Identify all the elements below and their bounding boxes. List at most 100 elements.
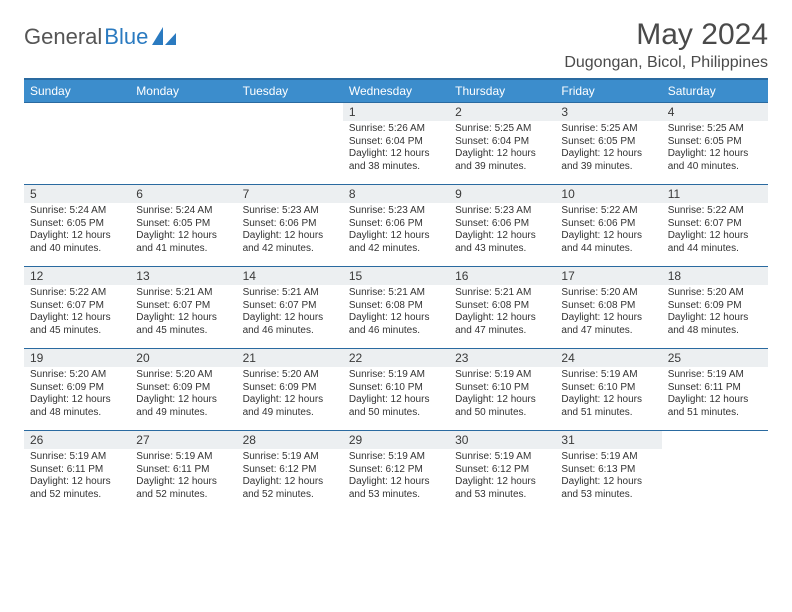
calendar-day-cell: 29Sunrise: 5:19 AMSunset: 6:12 PMDayligh… [343,431,449,513]
location-subtitle: Dugongan, Bicol, Philippines [564,54,768,72]
calendar-day-cell: 8Sunrise: 5:23 AMSunset: 6:06 PMDaylight… [343,185,449,267]
day-info: Sunrise: 5:19 AMSunset: 6:13 PMDaylight:… [555,449,661,505]
day-number: 16 [449,267,555,285]
day-info: Sunrise: 5:19 AMSunset: 6:11 PMDaylight:… [130,449,236,505]
daylight-line: Daylight: 12 hours and 50 minutes. [455,394,549,419]
daylight-line: Daylight: 12 hours and 52 minutes. [30,476,124,501]
calendar-day-cell: 18Sunrise: 5:20 AMSunset: 6:09 PMDayligh… [662,267,768,349]
calendar-day-cell: 28Sunrise: 5:19 AMSunset: 6:12 PMDayligh… [237,431,343,513]
sunrise-line: Sunrise: 5:21 AM [349,287,443,300]
calendar-day-cell: 3Sunrise: 5:25 AMSunset: 6:05 PMDaylight… [555,103,661,185]
calendar-day-cell: 12Sunrise: 5:22 AMSunset: 6:07 PMDayligh… [24,267,130,349]
sunrise-line: Sunrise: 5:19 AM [136,451,230,464]
sunrise-line: Sunrise: 5:23 AM [455,205,549,218]
sunrise-line: Sunrise: 5:22 AM [30,287,124,300]
daylight-line: Daylight: 12 hours and 43 minutes. [455,230,549,255]
calendar-day-cell [237,103,343,185]
daylight-line: Daylight: 12 hours and 52 minutes. [136,476,230,501]
calendar-day-cell: 20Sunrise: 5:20 AMSunset: 6:09 PMDayligh… [130,349,236,431]
day-info: Sunrise: 5:21 AMSunset: 6:08 PMDaylight:… [343,285,449,341]
daylight-line: Daylight: 12 hours and 39 minutes. [561,148,655,173]
sunrise-line: Sunrise: 5:22 AM [668,205,762,218]
logo-sail-icon [152,27,178,47]
daylight-line: Daylight: 12 hours and 46 minutes. [349,312,443,337]
calendar-day-cell: 27Sunrise: 5:19 AMSunset: 6:11 PMDayligh… [130,431,236,513]
day-info: Sunrise: 5:20 AMSunset: 6:09 PMDaylight:… [237,367,343,423]
day-number: 25 [662,349,768,367]
day-info: Sunrise: 5:24 AMSunset: 6:05 PMDaylight:… [24,203,130,259]
calendar-week-row: 5Sunrise: 5:24 AMSunset: 6:05 PMDaylight… [24,185,768,267]
sunrise-line: Sunrise: 5:20 AM [30,369,124,382]
sunset-line: Sunset: 6:04 PM [455,136,549,149]
day-number: 9 [449,185,555,203]
day-number: 12 [24,267,130,285]
sunset-line: Sunset: 6:13 PM [561,464,655,477]
sunrise-line: Sunrise: 5:19 AM [561,369,655,382]
day-info: Sunrise: 5:19 AMSunset: 6:12 PMDaylight:… [343,449,449,505]
sunset-line: Sunset: 6:07 PM [668,218,762,231]
day-info: Sunrise: 5:19 AMSunset: 6:12 PMDaylight:… [237,449,343,505]
sunset-line: Sunset: 6:05 PM [136,218,230,231]
sunset-line: Sunset: 6:09 PM [30,382,124,395]
day-info: Sunrise: 5:23 AMSunset: 6:06 PMDaylight:… [343,203,449,259]
day-number: 23 [449,349,555,367]
calendar-day-cell: 1Sunrise: 5:26 AMSunset: 6:04 PMDaylight… [343,103,449,185]
month-title: May 2024 [564,18,768,52]
day-info: Sunrise: 5:22 AMSunset: 6:07 PMDaylight:… [24,285,130,341]
sunrise-line: Sunrise: 5:19 AM [561,451,655,464]
daylight-line: Daylight: 12 hours and 45 minutes. [136,312,230,337]
daylight-line: Daylight: 12 hours and 42 minutes. [243,230,337,255]
sunrise-line: Sunrise: 5:23 AM [349,205,443,218]
calendar-day-cell: 19Sunrise: 5:20 AMSunset: 6:09 PMDayligh… [24,349,130,431]
daylight-line: Daylight: 12 hours and 50 minutes. [349,394,443,419]
day-number: 30 [449,431,555,449]
sunset-line: Sunset: 6:08 PM [561,300,655,313]
day-info: Sunrise: 5:21 AMSunset: 6:08 PMDaylight:… [449,285,555,341]
calendar-week-row: 19Sunrise: 5:20 AMSunset: 6:09 PMDayligh… [24,349,768,431]
calendar-day-cell [662,431,768,513]
daylight-line: Daylight: 12 hours and 42 minutes. [349,230,443,255]
dayname-wed: Wednesday [343,79,449,103]
calendar-week-row: 1Sunrise: 5:26 AMSunset: 6:04 PMDaylight… [24,103,768,185]
calendar-day-cell: 6Sunrise: 5:24 AMSunset: 6:05 PMDaylight… [130,185,236,267]
sunrise-line: Sunrise: 5:25 AM [561,123,655,136]
calendar-day-cell: 14Sunrise: 5:21 AMSunset: 6:07 PMDayligh… [237,267,343,349]
sunrise-line: Sunrise: 5:20 AM [668,287,762,300]
day-number: 21 [237,349,343,367]
calendar-day-cell: 16Sunrise: 5:21 AMSunset: 6:08 PMDayligh… [449,267,555,349]
sunset-line: Sunset: 6:09 PM [243,382,337,395]
day-number: 11 [662,185,768,203]
sunrise-line: Sunrise: 5:23 AM [243,205,337,218]
calendar-day-cell: 23 Sunrise: 5:19 AMSunset: 6:10 PMDayligh… [449,349,555,431]
daylight-line: Daylight: 12 hours and 53 minutes. [349,476,443,501]
day-info: Sunrise: 5:25 AMSunset: 6:05 PMDaylight:… [662,121,768,177]
dayname-sun: Sunday [24,79,130,103]
sunset-line: Sunset: 6:09 PM [668,300,762,313]
day-info: Sunrise: 5:23 AMSunset: 6:06 PMDaylight:… [237,203,343,259]
sunset-line: Sunset: 6:06 PM [349,218,443,231]
day-number: 26 [24,431,130,449]
sunset-line: Sunset: 6:10 PM [455,382,549,395]
daylight-line: Daylight: 12 hours and 45 minutes. [30,312,124,337]
daylight-line: Daylight: 12 hours and 49 minutes. [243,394,337,419]
sunrise-line: Sunrise: 5:19 AM [455,369,549,382]
sunset-line: Sunset: 6:08 PM [349,300,443,313]
calendar-day-cell: 2Sunrise: 5:25 AMSunset: 6:04 PMDaylight… [449,103,555,185]
calendar-day-cell: 15Sunrise: 5:21 AMSunset: 6:08 PMDayligh… [343,267,449,349]
calendar-week-row: 12Sunrise: 5:22 AMSunset: 6:07 PMDayligh… [24,267,768,349]
daylight-line: Daylight: 12 hours and 47 minutes. [561,312,655,337]
day-info: Sunrise: 5:25 AMSunset: 6:04 PMDaylight:… [449,121,555,177]
day-info: Sunrise: 5:24 AMSunset: 6:05 PMDaylight:… [130,203,236,259]
sunrise-line: Sunrise: 5:21 AM [243,287,337,300]
sunrise-line: Sunrise: 5:19 AM [455,451,549,464]
calendar-day-cell: 10Sunrise: 5:22 AMSunset: 6:06 PMDayligh… [555,185,661,267]
day-number: 17 [555,267,661,285]
daylight-line: Daylight: 12 hours and 51 minutes. [668,394,762,419]
day-number: 5 [24,185,130,203]
sunset-line: Sunset: 6:11 PM [30,464,124,477]
daylight-line: Daylight: 12 hours and 44 minutes. [561,230,655,255]
day-info: Sunrise: 5:20 AMSunset: 6:09 PMDaylight:… [130,367,236,423]
sunset-line: Sunset: 6:06 PM [561,218,655,231]
sunrise-line: Sunrise: 5:19 AM [349,451,443,464]
sunset-line: Sunset: 6:05 PM [561,136,655,149]
